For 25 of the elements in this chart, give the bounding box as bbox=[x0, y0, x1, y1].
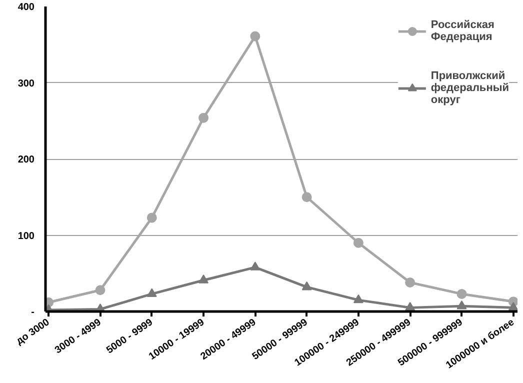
point bbox=[353, 238, 364, 248]
point bbox=[353, 294, 364, 304]
point bbox=[95, 285, 106, 296]
legend-label: Приволжский федеральный округ bbox=[430, 70, 509, 106]
point bbox=[302, 192, 312, 202]
point bbox=[508, 302, 518, 311]
point bbox=[456, 300, 467, 310]
y-tick-label: - bbox=[31, 307, 35, 318]
x-tick-label: до 3000 bbox=[14, 316, 52, 348]
point bbox=[146, 212, 157, 223]
point bbox=[302, 281, 312, 290]
point bbox=[146, 288, 157, 298]
point bbox=[405, 278, 416, 288]
point bbox=[250, 262, 260, 270]
y-tick-label: 300 bbox=[18, 78, 35, 90]
point bbox=[250, 31, 260, 42]
x-tick-label: 3000 - 4999 bbox=[53, 316, 104, 356]
legend-label: Российская Федерация bbox=[430, 18, 494, 45]
point bbox=[198, 274, 209, 284]
y-tick-label: 200 bbox=[18, 154, 35, 166]
y-tick-label: 400 bbox=[18, 2, 35, 13]
point bbox=[198, 112, 209, 123]
point bbox=[456, 288, 467, 299]
point bbox=[405, 302, 416, 311]
y-tick-label: 100 bbox=[18, 230, 35, 242]
